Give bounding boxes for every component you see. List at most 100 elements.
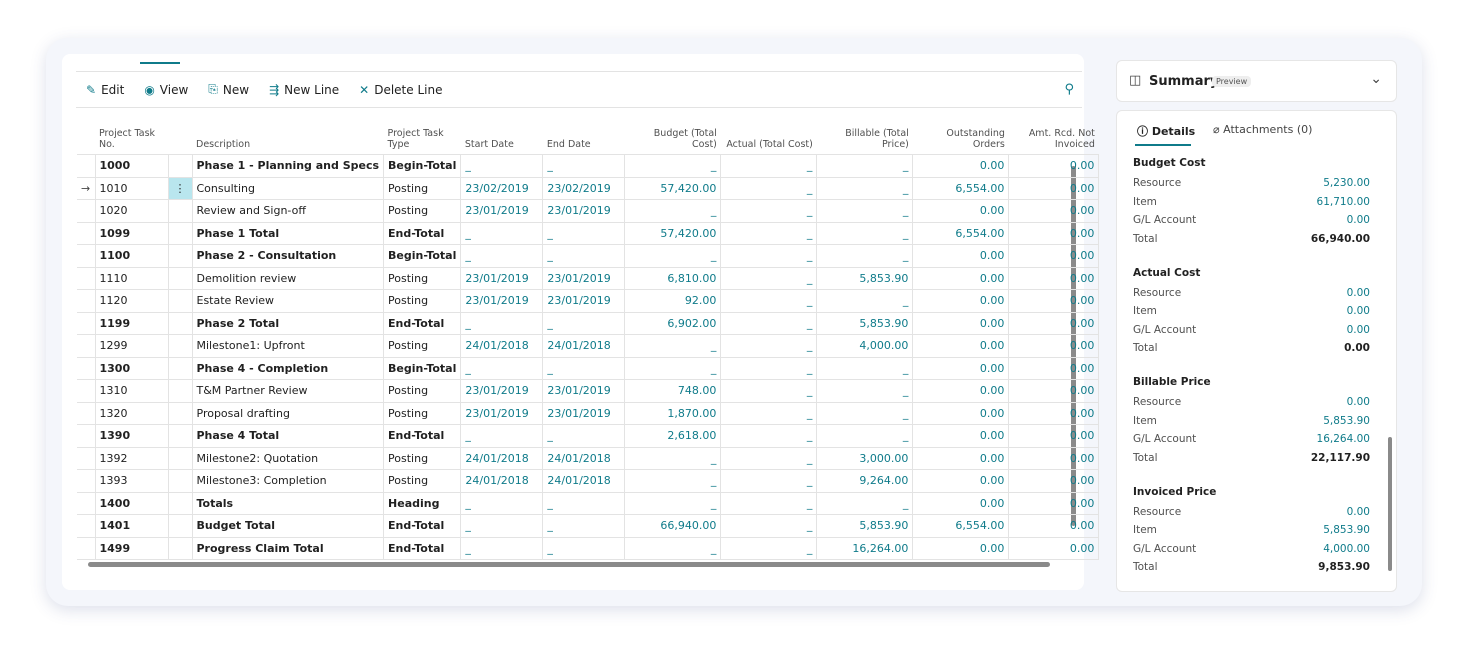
summary-value[interactable]: 61,710.00 [1316,195,1370,208]
tab-attachments[interactable]: ⌀ Attachments (0) [1213,123,1313,136]
summary-value[interactable]: 16,264.00 [1316,433,1370,446]
cell: _ [816,491,914,515]
cell[interactable]: 1199 [94,311,169,335]
summary-value[interactable]: 5,853.90 [1323,524,1370,537]
cell[interactable]: 1099 [94,221,169,245]
summary-value[interactable]: 0.00 [1346,286,1370,299]
row-menu[interactable] [167,311,193,335]
row-menu[interactable] [167,379,193,403]
cell: _ [460,221,544,245]
table-row[interactable]: 1000 Phase 1 - Planning and Specs Begin-To… [77,154,1100,178]
cell[interactable]: 1392 [94,446,169,470]
cell[interactable]: 1310 [94,379,169,403]
table-row[interactable]: 1100 Phase 2 - Consultation Begin-Total _ _ _… [77,244,1100,268]
v-scrollbar[interactable] [1388,437,1392,571]
cell[interactable]: 1010 [94,176,169,200]
pin-icon[interactable]: ⚲ [1064,82,1074,97]
table-row[interactable]: 1393 Milestone3: Completion Posting 24/01/2… [77,469,1100,493]
table-row[interactable]: 1020 Review and Sign-off Posting 23/01/2019… [77,199,1100,223]
toolbar-button[interactable]: ✕ Delete Line [359,82,442,97]
summary-value[interactable]: 5,853.90 [1323,414,1370,427]
row-menu[interactable] [167,446,193,470]
cell[interactable]: 1020 [94,199,169,223]
cell: 0.00 [912,424,1010,448]
table-row[interactable]: 1300 Phase 4 - Completion Begin-Total _ _ _ _ _… [77,356,1100,380]
toolbar-button[interactable]: ⎘ New [208,82,249,97]
row-menu[interactable] [167,401,193,425]
cell: _ [542,491,626,515]
tab-details[interactable]: ⓘ Details [1137,125,1196,138]
row-menu[interactable]: ⋮ [167,176,193,200]
cell[interactable]: 1000 [94,154,169,178]
summary-value[interactable]: 0.00 [1346,323,1370,336]
row-menu[interactable] [167,356,193,380]
table-row[interactable]: 1299 Milestone1: Upfront Posting 24/01/2018… [77,334,1100,358]
cell: 0.00 [1008,356,1100,380]
summary-value[interactable]: 0.00 [1346,305,1370,318]
summary-value[interactable]: 4,000.00 [1323,542,1370,555]
cell: 0.00 [1008,401,1100,425]
chevron[interactable]: ⌄ [1370,71,1382,87]
table-row[interactable]: 1392 Milestone2: Quotation Posting 24/01/20… [77,446,1100,470]
cell: 0.00 [1008,491,1100,515]
row-menu[interactable] [167,536,193,560]
h-scrollbar[interactable] [88,562,1050,567]
table-row[interactable]: 1099 Phase 1 Total End-Total _ _ 57,420.00 _ _ 6… [77,221,1100,245]
table-row[interactable]: 1401 Budget Total End-Total _ _ 66,940.00 _ 5,8… [77,514,1100,538]
cell: Begin-Total [383,154,462,178]
row-menu[interactable] [167,334,193,358]
summary-value[interactable]: 0.00 [1346,396,1370,408]
cell[interactable]: 1120 [94,289,169,313]
cell[interactable]: 1400 [94,491,169,515]
cell: 6,554.00 [912,221,1010,245]
table-row[interactable]: 1110 Demolition review Posting 23/01/2019 23… [77,266,1100,290]
cell: 0.00 [912,379,1010,403]
cell: _ [624,469,722,493]
cell[interactable]: 1499 [94,536,169,560]
cell[interactable]: 1100 [94,244,169,268]
row-menu[interactable] [167,469,193,493]
table-row[interactable]: → 1010 ⋮ Consulting Posting 23/02/2019 23/02/2… [77,176,1100,200]
table-row[interactable]: 1199 Phase 2 Total End-Total _ _ 6,902.00 _ 5,8… [77,311,1100,335]
summary-header[interactable]: ◫ Summary Preview ⌄ [1116,60,1397,102]
toolbar-button[interactable]: ✎ Edit [86,82,124,97]
cell[interactable]: 1299 [94,334,169,358]
table-row[interactable]: 1390 Phase 4 Total End-Total _ _ 2,618.00 _ _ 0.… [77,424,1100,448]
table-row[interactable]: 1120 Estate Review Posting 23/01/2019 23/01/… [77,289,1100,313]
cell: _ [816,221,914,245]
row-menu[interactable] [167,491,193,515]
cell[interactable]: 1300 [94,356,169,380]
toolbar-button[interactable]: ◉ View [144,82,188,97]
table-row[interactable]: 1320 Proposal drafting Posting 23/01/2019 23… [77,401,1100,425]
summary-value[interactable]: 5,230.00 [1323,177,1370,189]
summary-row: Resource 0.00 [1133,396,1370,415]
table-row[interactable]: 1310 T&M Partner Review Posting 23/01/2019 2… [77,379,1100,403]
cell: 0.00 [1008,266,1100,290]
cell[interactable]: 1320 [94,401,169,425]
row-menu[interactable] [167,424,193,448]
summary-value[interactable]: 0.00 [1346,505,1370,518]
table-row[interactable]: 1400 Totals Heading _ _ _ _ _ 0.00 0.00 [77,491,1100,515]
row-menu[interactable] [167,221,193,245]
cell[interactable]: 1110 [94,266,169,290]
row-menu[interactable] [167,154,193,178]
row-menu[interactable] [167,266,193,290]
toolbar-button[interactable]: ⇶ New Line [269,82,339,97]
summary-row: G/L Account 0.00 [1133,324,1370,343]
cell: 0.00 [1008,536,1100,560]
cell: 0.00 [1008,176,1100,200]
cell: T&M Partner Review [191,379,385,403]
cell[interactable]: 1393 [94,469,169,493]
row-menu[interactable] [167,514,193,538]
cell[interactable]: 1390 [94,424,169,448]
row-menu[interactable] [167,244,193,268]
row-menu[interactable] [167,289,193,313]
cell[interactable]: 1401 [94,514,169,538]
row-menu[interactable] [167,199,193,223]
summary-value[interactable]: 0.00 [1346,214,1370,227]
table-row[interactable]: 1499 Progress Claim Total End-Total _ _ _ _ 16,… [77,536,1100,560]
cell: _ [720,491,818,515]
cell: Estate Review [191,289,385,313]
cell: _ [816,199,914,223]
